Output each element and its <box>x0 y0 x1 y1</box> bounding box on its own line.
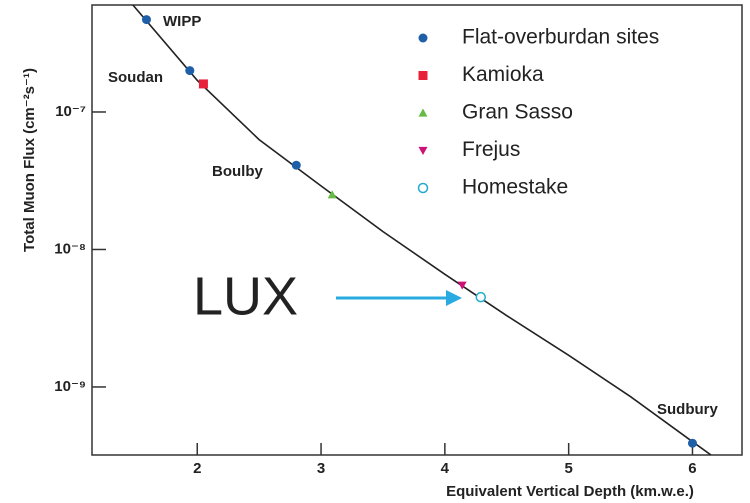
annotation: Soudan <box>108 69 163 86</box>
y-tick-label: 10⁻⁸ <box>54 240 86 257</box>
x-axis-label: Equivalent Vertical Depth (km.w.e.) <box>446 483 694 500</box>
point <box>141 15 151 25</box>
annotation: Sudbury <box>657 401 718 418</box>
legend-marker <box>418 108 428 117</box>
annotation: Boulby <box>212 163 263 180</box>
plot-frame <box>91 4 743 456</box>
legend-marker <box>418 146 428 155</box>
annotation: WIPP <box>163 13 201 30</box>
fit-curve <box>132 5 712 455</box>
point <box>457 281 467 290</box>
legend-label: Flat-overburdan sites <box>462 26 659 49</box>
legend-label: Gran Sasso <box>462 101 573 124</box>
y-axis-label: Total Muon Flux (cm⁻²s⁻¹) <box>21 68 38 252</box>
point <box>475 291 487 303</box>
point <box>327 190 337 199</box>
legend-label: Frejus <box>462 138 520 161</box>
legend-label: Homestake <box>462 176 568 199</box>
legend-label: Kamioka <box>462 63 544 86</box>
annotation: LUX <box>193 266 298 326</box>
arrow-head <box>446 290 462 306</box>
y-tick-label: 10⁻⁷ <box>55 103 86 120</box>
legend-marker <box>418 71 428 80</box>
x-tick-label: 5 <box>564 460 572 477</box>
x-tick-label: 4 <box>441 460 450 477</box>
point <box>291 160 301 170</box>
point <box>687 438 697 448</box>
x-tick-label: 2 <box>193 460 201 477</box>
x-tick-label: 6 <box>688 460 696 477</box>
point <box>198 79 208 89</box>
legend-marker <box>418 33 428 43</box>
legend-marker <box>417 182 429 194</box>
y-tick-label: 10⁻⁹ <box>54 378 86 395</box>
point <box>185 66 195 76</box>
x-tick-label: 3 <box>317 460 325 477</box>
